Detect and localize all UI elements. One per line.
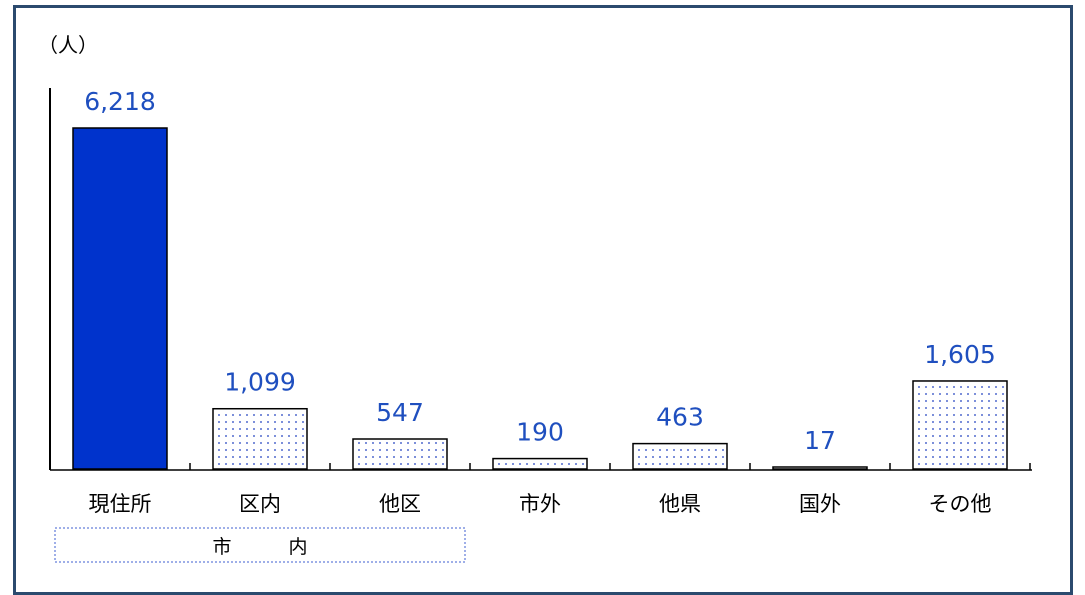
value-label: 547 <box>376 398 424 427</box>
bar-他県 <box>632 442 728 470</box>
bar-他区 <box>352 438 448 470</box>
bar-chart: （人） 6,218 現住所 1,099 区内 547 他区 190 市外 463 他県 17 国外 1,… <box>38 33 1032 563</box>
group-label: 市 内 <box>212 536 307 558</box>
value-label: 1,605 <box>924 340 996 369</box>
value-label: 1,099 <box>224 368 296 397</box>
category-label: 国外 <box>799 492 841 516</box>
value-label: 17 <box>804 426 836 455</box>
value-label: 190 <box>516 418 564 447</box>
category-label: 市外 <box>519 492 561 516</box>
category-label: その他 <box>929 492 992 516</box>
category-label: 現住所 <box>89 492 152 516</box>
bar-市外 <box>492 457 588 470</box>
bar-区内 <box>212 407 308 470</box>
category-label: 他県 <box>659 492 701 516</box>
bar-国外 <box>772 466 868 470</box>
group-bracket <box>54 527 466 563</box>
category-label: 他区 <box>379 492 421 516</box>
bar-その他 <box>912 380 1008 470</box>
bar-現住所 <box>72 127 168 470</box>
y-unit-label: （人） <box>38 33 98 57</box>
value-label: 6,218 <box>84 87 156 116</box>
chart-frame <box>13 5 1073 595</box>
value-label: 463 <box>656 403 704 432</box>
category-label: 区内 <box>239 492 281 516</box>
